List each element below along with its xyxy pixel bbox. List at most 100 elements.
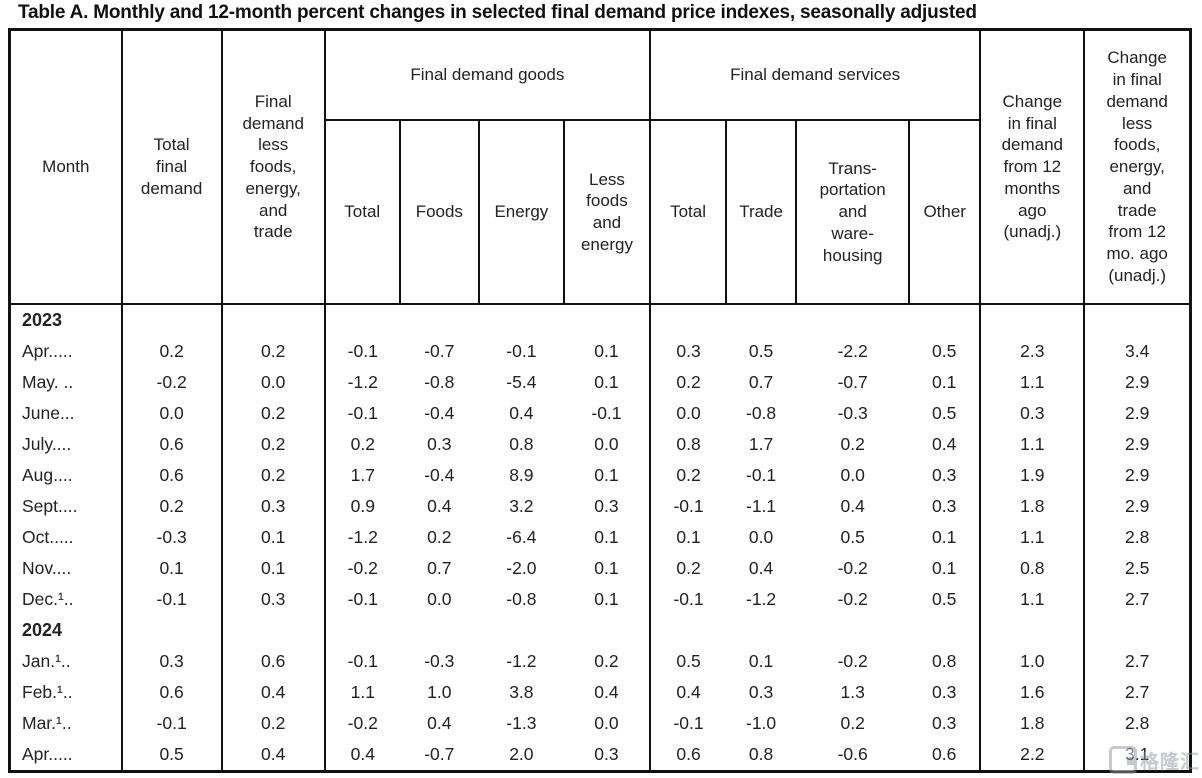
value-cell: 0.1 (594, 372, 619, 392)
value-cell: -1.1 (746, 496, 777, 516)
value-cell: 0.8 (748, 744, 774, 764)
value-cell: 0.8 (932, 651, 957, 671)
value-cell: 0.2 (649, 553, 727, 584)
table-row: July.... 0.6 0.2 0.2 0.3 0.8 0.0 0.8 1.7 0.2 0.4 1.… (10, 429, 1191, 460)
value-cell: 2.7 (1083, 677, 1191, 708)
value-cell: 0.2 (220, 336, 325, 367)
value-cell: 0.4 (427, 496, 452, 516)
value-cell: -0.3 (424, 651, 455, 671)
value-cell: 0.6 (120, 677, 222, 708)
table-row: Dec.¹.. -0.1 0.3 -0.1 0.0 -0.8 0.1 -0.1 -1.2 -0.2… (10, 584, 1191, 615)
header-goods-total: Total (323, 119, 401, 305)
value-cell: 0.2 (840, 713, 865, 733)
value-cell: 0.4 (748, 558, 774, 578)
header-goods-foods: Foods (398, 119, 480, 305)
empty-cell (120, 615, 222, 646)
value-cell: 0.2 (649, 460, 727, 491)
value-cell: 3.4 (1083, 336, 1191, 367)
value-cell: 0.1 (120, 553, 222, 584)
value-cell: -0.3 (120, 522, 222, 553)
header-services-trade: Trade (725, 119, 798, 305)
month-cell: July.... (22, 434, 72, 454)
value-cell: -0.4 (424, 465, 455, 485)
year-row: 2023 (10, 304, 1191, 336)
value-cell: 0.5 (649, 646, 727, 677)
value-cell: 0.3 (932, 465, 957, 485)
value-cell: 1.1 (979, 429, 1085, 460)
table-row: Mar.¹.. -0.1 0.2 -0.2 0.4 -1.3 0.0 -0.1 -1.0 0.2 0… (10, 708, 1191, 739)
value-cell: 1.8 (979, 708, 1085, 739)
month-cell: Nov.... (22, 558, 72, 578)
value-cell: 3.1 (1083, 739, 1191, 772)
value-cell: -0.2 (323, 553, 400, 584)
table-body: 2023 Apr..... 0.2 0.2 -0.1 -0.7 -0.1 0.1 0.3 0.5-… (9, 304, 1191, 772)
value-cell: 0.2 (594, 651, 619, 671)
data-table: Month Total final demand Final demand le… (8, 28, 1192, 773)
value-cell: 0.3 (748, 682, 774, 702)
value-cell: 0.3 (932, 682, 957, 702)
value-cell: 0.4 (649, 677, 727, 708)
value-cell: 2.9 (1083, 367, 1191, 398)
value-cell: 0.1 (748, 651, 774, 671)
value-cell: 8.9 (509, 465, 534, 485)
value-cell: -0.1 (506, 341, 537, 361)
empty-cell (796, 615, 909, 646)
value-cell: 0.2 (220, 429, 325, 460)
header-change-12mo: Change in final demand from 12 months ag… (979, 28, 1086, 305)
month-cell: May. .. (22, 372, 74, 392)
value-cell: 0.3 (427, 434, 452, 454)
value-cell: 0.3 (120, 646, 222, 677)
value-cell: 2.9 (1083, 491, 1191, 522)
value-cell: -0.2 (323, 708, 400, 739)
value-cell: 1.7 (748, 434, 774, 454)
value-cell: -1.3 (506, 713, 537, 733)
value-cell: -0.1 (323, 336, 400, 367)
table-header: Month Total final demand Final demand le… (8, 28, 1192, 305)
value-cell: 0.1 (594, 589, 619, 609)
value-cell: 0.4 (323, 739, 400, 772)
value-cell: 0.2 (120, 491, 222, 522)
value-cell: 0.2 (120, 336, 222, 367)
table-row: Feb.¹.. 0.6 0.4 1.1 1.0 3.8 0.4 0.4 0.3 1.3 0.3 1.6… (10, 677, 1191, 708)
empty-cell (649, 304, 727, 336)
value-cell: -1.2 (746, 589, 777, 609)
value-cell: 0.1 (594, 465, 619, 485)
value-cell: -0.8 (506, 589, 537, 609)
value-cell: 0.1 (649, 522, 727, 553)
header-change-12mo-less: Change in final demand less foods, energ… (1083, 28, 1192, 305)
value-cell: -1.2 (323, 367, 400, 398)
value-cell: 2.2 (979, 739, 1085, 772)
value-cell: -0.2 (837, 589, 868, 609)
month-cell: Oct..... (22, 527, 74, 547)
value-cell: 2.7 (1083, 646, 1191, 677)
value-cell: 0.0 (594, 713, 619, 733)
value-cell: 2.9 (1083, 398, 1191, 429)
empty-cell (726, 304, 796, 336)
header-sub-row: Total Foods Energy Less foods and energy… (10, 119, 1191, 305)
value-cell: -0.4 (424, 403, 455, 423)
value-cell: 3.8 (509, 682, 534, 702)
value-cell: 0.0 (220, 367, 325, 398)
empty-cell (979, 615, 1085, 646)
value-cell: -0.1 (323, 646, 400, 677)
value-cell: 0.3 (932, 713, 957, 733)
empty-cell (400, 304, 479, 336)
empty-cell (479, 304, 564, 336)
value-cell: 0.3 (594, 496, 619, 516)
empty-cell (1083, 304, 1191, 336)
value-cell: 0.1 (932, 527, 957, 547)
value-cell: 0.2 (323, 429, 400, 460)
value-cell: 1.1 (979, 367, 1085, 398)
value-cell: 0.0 (594, 434, 619, 454)
value-cell: 0.0 (649, 398, 727, 429)
value-cell: 1.6 (979, 677, 1085, 708)
value-cell: 0.1 (220, 522, 325, 553)
empty-cell (649, 615, 727, 646)
value-cell: 0.0 (748, 527, 774, 547)
header-services-other: Other (908, 119, 982, 305)
value-cell: 0.4 (840, 496, 865, 516)
value-cell: -1.2 (323, 522, 400, 553)
value-cell: 0.3 (649, 336, 727, 367)
month-cell: Jan.¹.. (22, 651, 71, 671)
empty-cell (220, 615, 325, 646)
